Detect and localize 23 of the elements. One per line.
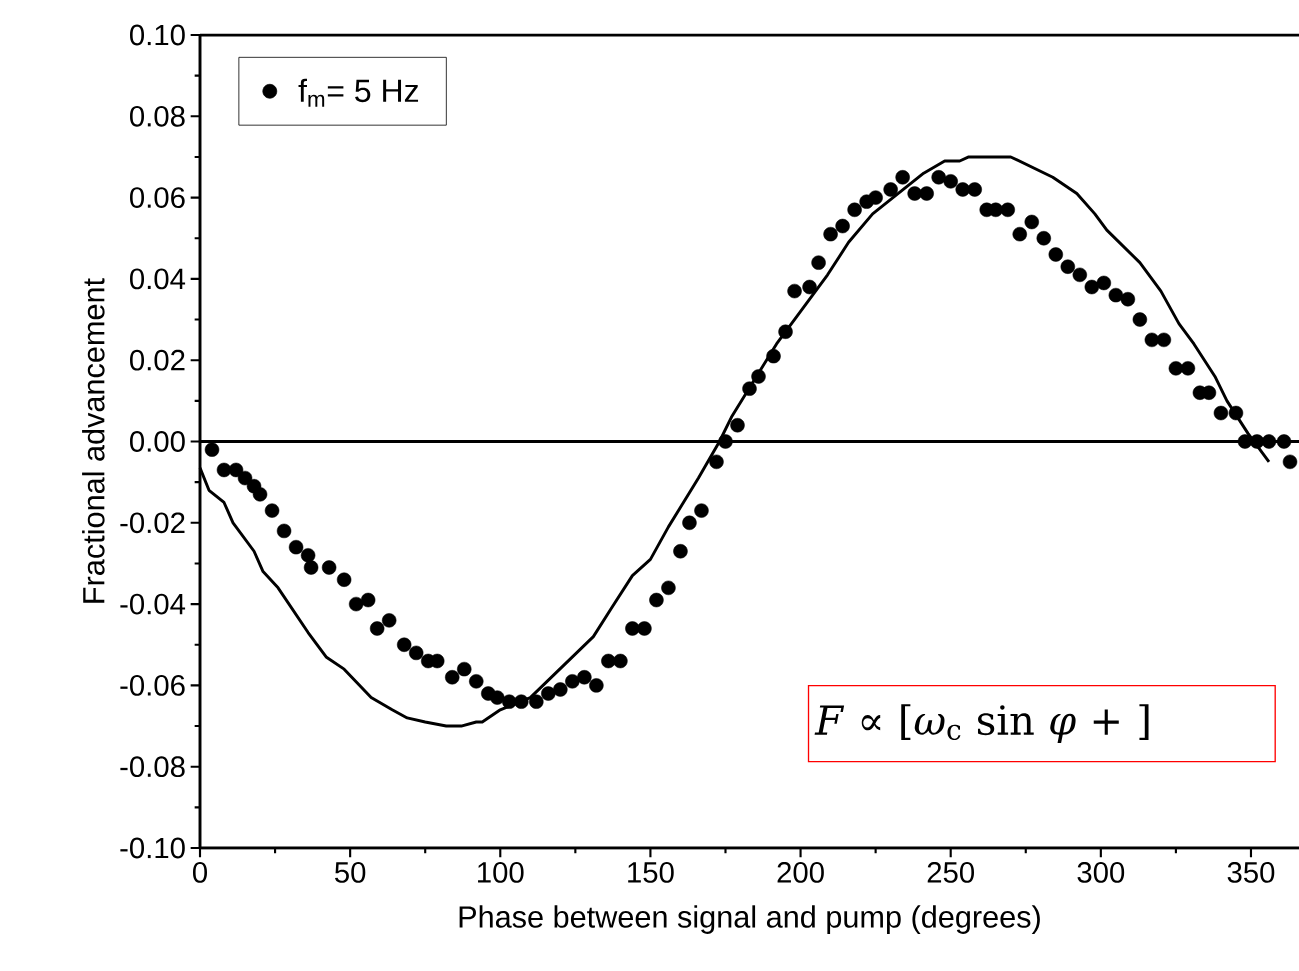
y-tick-label: -0.06: [120, 675, 185, 696]
x-tick-label: 0: [192, 862, 207, 883]
y-axis-title: Fractional advancement: [82, 278, 105, 603]
legend-label: f$_{m}$= 5 Hz: [298, 78, 419, 107]
y-tick-label: -0.10: [120, 837, 185, 859]
y-tick-label: 0.10: [130, 24, 185, 46]
y-tick-label: 0.00: [130, 431, 185, 452]
x-tick-label: 200: [777, 862, 824, 883]
y-tick-label: -0.02: [120, 512, 185, 534]
y-tick-label: 0.08: [130, 105, 185, 127]
x-tick-label: 100: [478, 862, 524, 883]
y-tick-label: 0.02: [130, 349, 185, 371]
y-tick-label: 0.06: [130, 187, 185, 208]
y-tick-label: 0.04: [130, 268, 186, 290]
x-tick-label: 250: [927, 862, 975, 883]
y-tick-label: -0.08: [120, 756, 185, 778]
y-tick-label: -0.04: [120, 593, 186, 615]
annotation: F ∝ [ω$_{c}$ sin φ + ]: [814, 704, 1149, 743]
x-tick-label: 50: [335, 862, 366, 883]
x-tick-label: 150: [628, 862, 674, 883]
x-axis-title: Phase between signal and pump (degrees): [459, 905, 1040, 934]
x-tick-label: 350: [1227, 862, 1275, 883]
x-tick-label: 300: [1077, 862, 1125, 883]
